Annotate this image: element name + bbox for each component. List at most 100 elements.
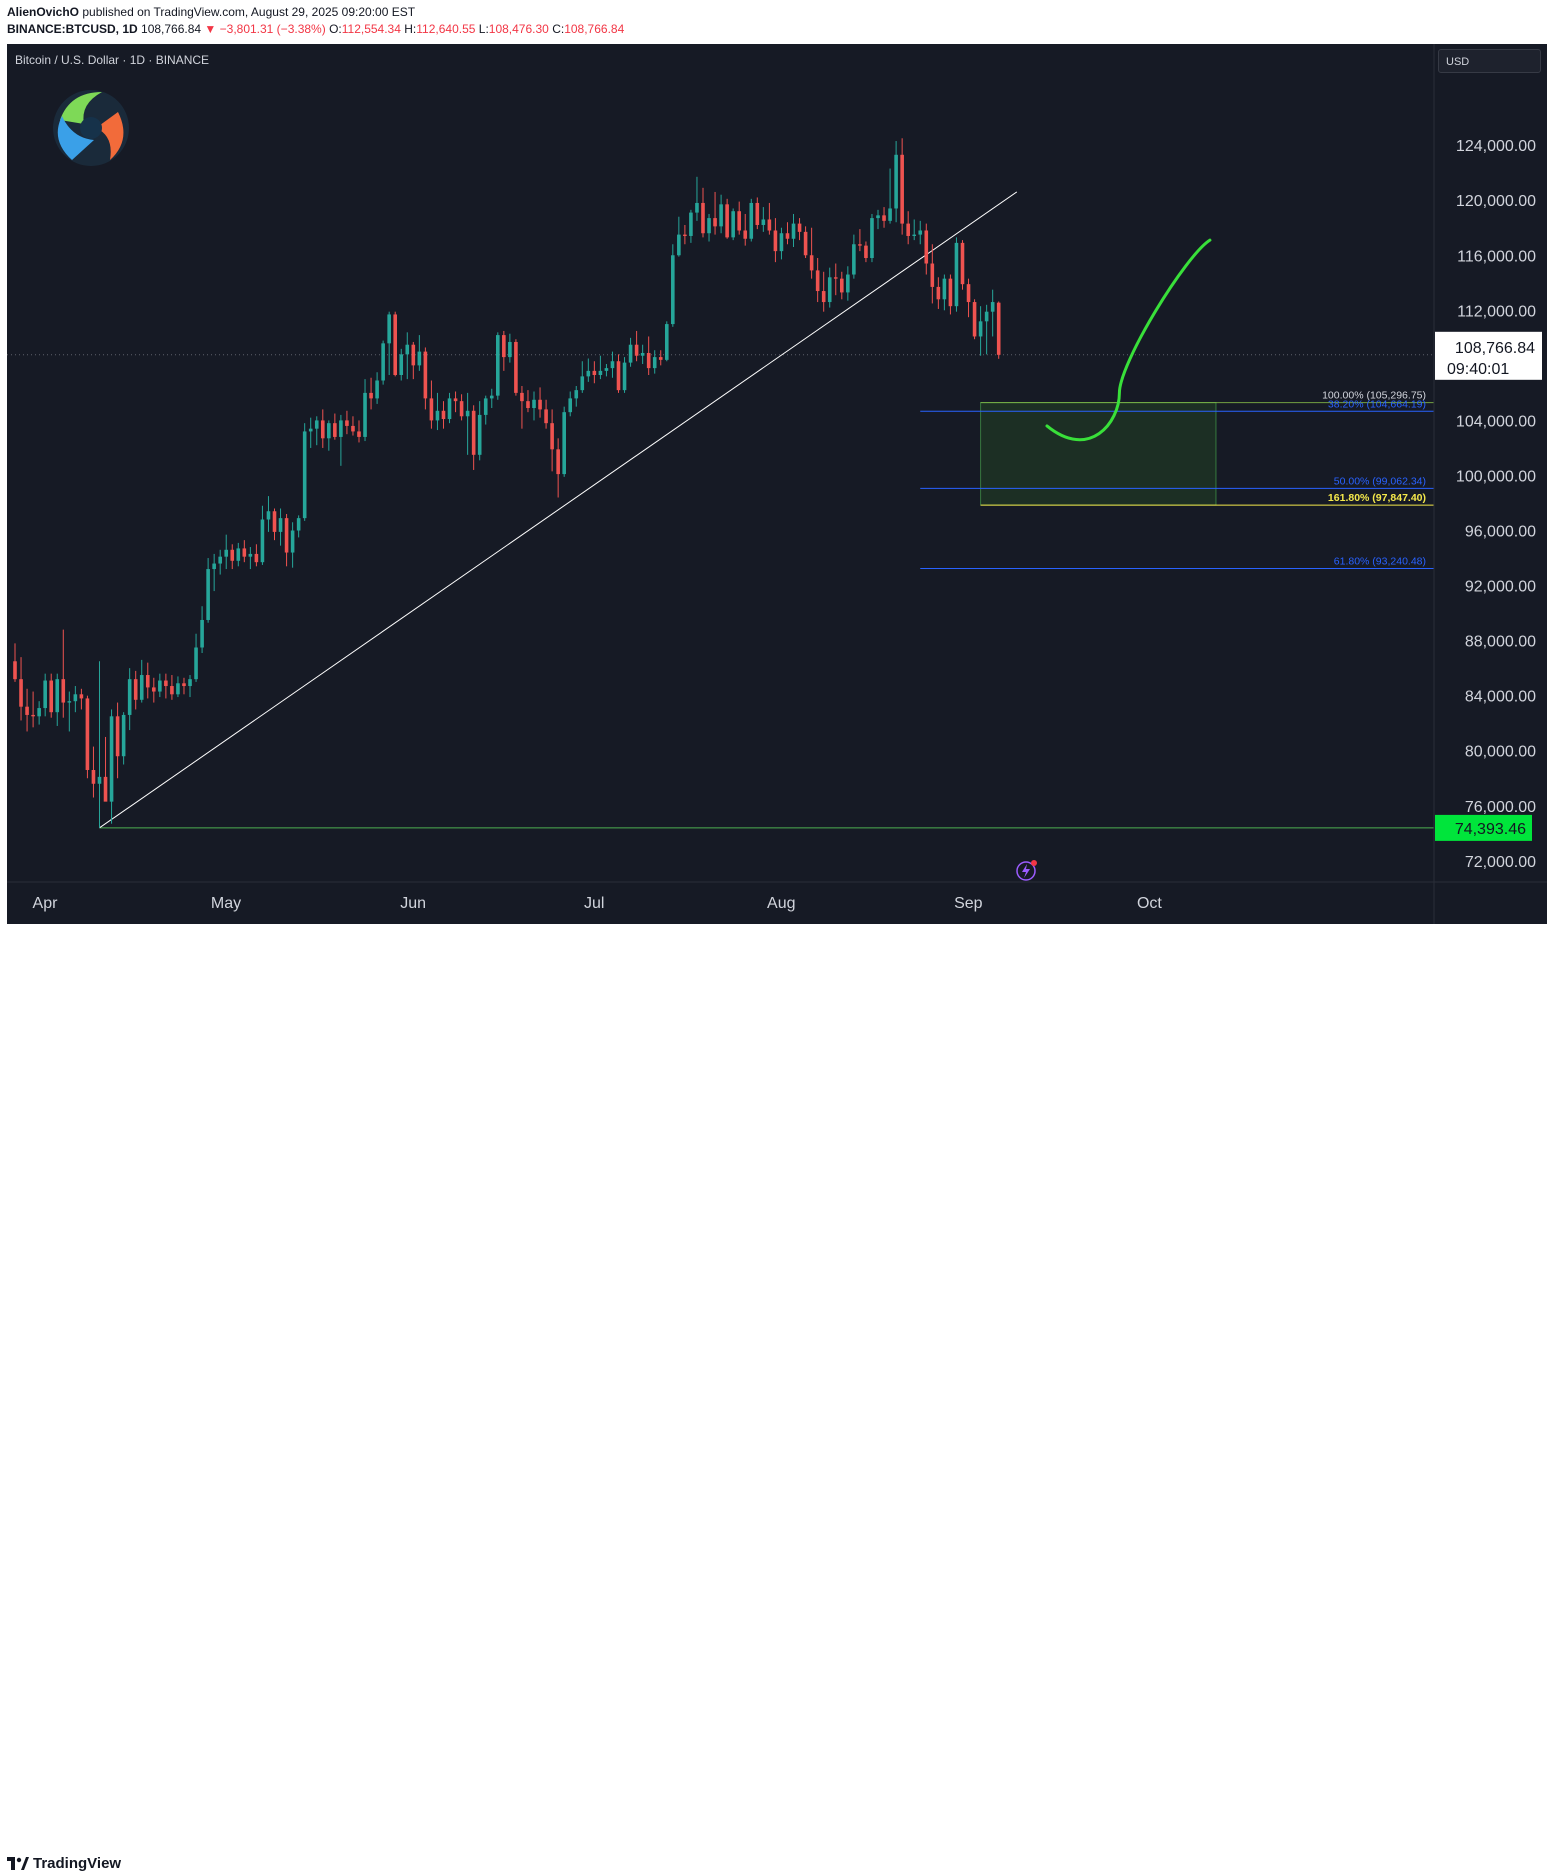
candle[interactable] [447, 392, 452, 424]
candle[interactable] [393, 311, 398, 377]
candle[interactable] [622, 357, 627, 393]
candle[interactable] [218, 549, 222, 575]
candle[interactable] [616, 354, 621, 393]
candle[interactable] [936, 277, 941, 309]
candle[interactable] [290, 522, 295, 568]
chart-canvas[interactable]: 100.00% (105,296.75)38.20% (104,664.19) 5… [0, 0, 1553, 960]
candle[interactable] [839, 271, 844, 300]
candle[interactable] [634, 330, 639, 362]
candle[interactable] [725, 198, 729, 239]
candle[interactable] [453, 391, 458, 413]
candle[interactable] [103, 736, 108, 802]
candle[interactable] [737, 201, 741, 235]
candle[interactable] [930, 244, 935, 304]
candle[interactable] [182, 677, 186, 695]
candle[interactable] [266, 496, 271, 532]
candle[interactable] [677, 216, 681, 257]
candle[interactable] [13, 643, 17, 682]
target-zone[interactable] [980, 402, 1217, 506]
candle[interactable] [127, 668, 132, 731]
candle[interactable] [369, 377, 373, 410]
candle[interactable] [97, 661, 102, 828]
candle[interactable] [888, 168, 892, 224]
candle[interactable] [683, 224, 687, 245]
candle[interactable] [170, 675, 174, 700]
candle[interactable] [79, 688, 84, 710]
candle[interactable] [242, 540, 247, 563]
candle[interactable] [882, 207, 886, 228]
candle[interactable] [339, 414, 343, 466]
candle[interactable] [900, 138, 904, 235]
candle[interactable] [206, 558, 210, 623]
candle[interactable] [996, 301, 1001, 359]
candle[interactable] [176, 676, 180, 698]
candle[interactable] [351, 416, 355, 436]
candle[interactable] [598, 355, 603, 380]
candle[interactable] [508, 333, 512, 363]
author-name[interactable]: AlienOvichO [7, 5, 80, 19]
candle[interactable] [145, 662, 150, 699]
tradingview-logo[interactable]: TradingView [7, 1855, 121, 1872]
candle[interactable] [164, 673, 168, 699]
candle[interactable] [411, 341, 416, 380]
candle[interactable] [713, 191, 717, 235]
candle[interactable] [779, 227, 784, 260]
candle[interactable] [592, 361, 597, 384]
candle[interactable] [924, 223, 929, 275]
candle[interactable] [586, 358, 591, 382]
candle[interactable] [115, 702, 120, 779]
candle[interactable] [652, 350, 657, 374]
candle[interactable] [761, 207, 766, 232]
projection-curve[interactable] [1045, 238, 1212, 442]
candle[interactable] [574, 386, 579, 407]
candle[interactable] [978, 306, 983, 356]
candle[interactable] [308, 417, 313, 448]
candle[interactable] [496, 332, 500, 400]
candle[interactable] [815, 258, 820, 303]
candle[interactable] [894, 141, 898, 223]
candle[interactable] [743, 213, 748, 246]
candle[interactable] [471, 405, 476, 470]
candle[interactable] [646, 336, 651, 375]
candle[interactable] [833, 263, 838, 296]
candle[interactable] [19, 657, 23, 721]
candle[interactable] [658, 350, 663, 366]
candle[interactable] [671, 244, 675, 327]
candle[interactable] [212, 553, 216, 592]
candle[interactable] [610, 351, 615, 378]
candle[interactable] [55, 673, 60, 726]
candle[interactable] [797, 218, 802, 241]
candle[interactable] [429, 380, 434, 429]
candle[interactable] [375, 372, 379, 404]
candle[interactable] [333, 413, 337, 440]
candle[interactable] [990, 289, 995, 337]
candle[interactable] [284, 514, 289, 567]
candle[interactable] [689, 209, 693, 243]
candle[interactable] [158, 673, 162, 698]
chart-pane[interactable] [7, 44, 1547, 924]
candle[interactable] [562, 406, 566, 477]
candle[interactable] [731, 208, 735, 241]
candle[interactable] [526, 390, 530, 413]
candle[interactable] [719, 194, 723, 234]
candle[interactable] [405, 332, 410, 380]
candle[interactable] [363, 379, 367, 442]
candle[interactable] [25, 688, 29, 732]
candle[interactable] [200, 606, 204, 654]
candle[interactable] [695, 176, 699, 221]
candle[interactable] [870, 213, 874, 263]
candle[interactable] [236, 542, 241, 567]
candle[interactable] [417, 335, 422, 371]
candle[interactable] [664, 321, 669, 362]
candle[interactable] [514, 339, 518, 396]
candle[interactable] [459, 394, 464, 421]
candle[interactable] [357, 420, 361, 443]
candle[interactable] [399, 348, 404, 381]
candle[interactable] [972, 299, 977, 340]
candle[interactable] [121, 712, 126, 765]
candle[interactable] [43, 673, 47, 717]
candle[interactable] [260, 505, 265, 565]
candle[interactable] [918, 220, 923, 245]
candle[interactable] [966, 278, 971, 318]
candle[interactable] [345, 410, 349, 435]
